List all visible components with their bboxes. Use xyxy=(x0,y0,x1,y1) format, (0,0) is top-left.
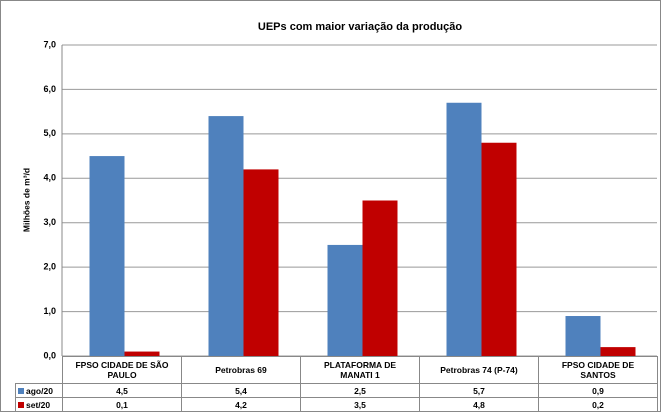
value-label: 4,5 xyxy=(62,383,182,398)
series-row: set/20 0,1 4,2 3,5 4,8 0,2 xyxy=(15,397,658,412)
y-axis-label: Milhões de m³/d xyxy=(21,168,31,232)
bar xyxy=(124,351,160,356)
bar xyxy=(362,200,398,356)
legend-label: ago/20 xyxy=(26,385,53,396)
y-tick-label: 1,0 xyxy=(43,306,56,316)
x-tick-label: Petrobras 69 xyxy=(181,356,301,384)
category-row: FPSO CIDADE DE SÃO PAULO Petrobras 69 PLAT… xyxy=(15,356,658,384)
legend-label: set/20 xyxy=(26,399,51,410)
bar xyxy=(600,347,636,356)
y-tick-label: 5,0 xyxy=(43,128,56,138)
data-table: FPSO CIDADE DE SÃO PAULO Petrobras 69 PLAT… xyxy=(15,356,658,412)
legend-entry: set/20 xyxy=(15,397,63,412)
value-label: 5,7 xyxy=(419,383,539,398)
value-label: 4,2 xyxy=(181,397,301,412)
value-label: 2,5 xyxy=(300,383,420,398)
value-label: 5,4 xyxy=(181,383,301,398)
value-label: 3,5 xyxy=(300,397,420,412)
bar xyxy=(481,142,517,356)
x-tick-label: FPSO CIDADE DE SÃO PAULO xyxy=(62,356,182,384)
bar xyxy=(243,169,279,356)
x-tick-label: PLATAFORMA DE MANATI 1 xyxy=(300,356,420,384)
y-tick-label: 4,0 xyxy=(43,173,56,183)
series-row: ago/20 4,5 5,4 2,5 5,7 0,9 xyxy=(15,383,658,398)
y-tick-label: 7,0 xyxy=(43,39,56,49)
legend-entry: ago/20 xyxy=(15,383,63,398)
bar xyxy=(208,116,244,356)
corner-cell xyxy=(15,356,63,384)
chart-title: UEPs com maior variação da produção xyxy=(258,21,462,33)
y-tick-label: 0,0 xyxy=(43,350,56,360)
value-label: 0,9 xyxy=(538,383,658,398)
value-label: 0,1 xyxy=(62,397,182,412)
x-tick-label: Petrobras 74 (P-74) xyxy=(419,356,539,384)
legend-swatch xyxy=(18,402,24,409)
value-label: 4,8 xyxy=(419,397,539,412)
y-tick-label: 3,0 xyxy=(43,217,56,227)
bar xyxy=(565,316,601,356)
bar xyxy=(89,156,125,356)
y-tick-label: 2,0 xyxy=(43,262,56,272)
x-tick-label: FPSO CIDADE DE SANTOS xyxy=(538,356,658,384)
legend-swatch xyxy=(18,388,24,395)
bar xyxy=(446,102,482,356)
value-label: 0,2 xyxy=(538,397,658,412)
bar xyxy=(327,244,363,356)
y-tick-label: 6,0 xyxy=(43,84,56,94)
